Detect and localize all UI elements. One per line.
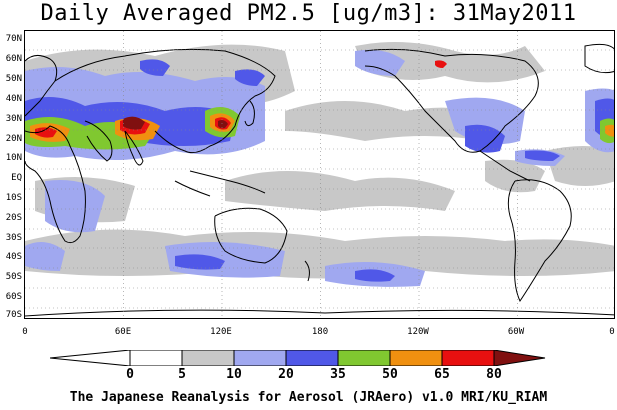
lon-label-120w: 120W [407,327,429,337]
lon-label-0-left: 0 [22,327,28,337]
lon-label-60e: 60E [114,327,132,337]
lat-label-70s: 70S [5,310,22,320]
colorbar-segment-lt0 [50,350,131,366]
lat-label-30s: 30S [5,233,22,243]
lon-label-0-right: 0 [609,327,615,337]
map-title: Daily Averaged PM2.5 [ug/m3]: 31May2011 [40,1,577,26]
lon-label-60w: 60W [507,327,525,337]
map-canvas [25,31,614,318]
colorbar-segment-10-20 [233,350,287,366]
lat-label-50n: 50N [5,74,22,84]
colorbar-label-35: 35 [330,367,346,382]
colorbar-label-50: 50 [382,367,398,382]
lat-label-50s: 50S [5,272,22,282]
lat-label-10s: 10S [5,193,22,203]
colorbar-label-65: 65 [434,367,450,382]
colorbar-segment-20-35 [285,350,339,366]
pm25-map [24,30,615,319]
lat-label-20s: 20S [5,213,22,223]
lat-label-30n: 30N [5,114,22,124]
shading-80-plus [123,116,228,130]
lat-label-70n: 70N [5,34,22,44]
colorbar-segment-gt80 [493,350,546,366]
colorbar-segment-50-65 [389,350,443,366]
lat-label-40n: 40N [5,94,22,104]
colorbar-label-5: 5 [178,367,186,382]
colorbar-label-20: 20 [278,367,294,382]
lat-label-eq: EQ [11,173,22,183]
lat-label-10n: 10N [5,153,22,163]
lat-label-20n: 20N [5,134,22,144]
lat-label-40s: 40S [5,252,22,262]
colorbar-segment-35-50 [337,350,391,366]
credit-line: The Japanese Reanalysis for Aerosol (JRA… [69,390,548,405]
lat-label-60n: 60N [5,54,22,64]
colorbar-label-10: 10 [226,367,242,382]
colorbar-segment-5-10 [181,350,235,366]
colorbar [50,350,546,366]
colorbar-segment-0-5 [129,350,183,366]
lat-label-60s: 60S [5,292,22,302]
lon-label-120e: 120E [210,327,232,337]
lon-label-180: 180 [311,327,329,337]
colorbar-segment-65-80 [441,350,495,366]
colorbar-label-0: 0 [126,367,134,382]
colorbar-label-80: 80 [486,367,502,382]
graticule [25,31,614,318]
